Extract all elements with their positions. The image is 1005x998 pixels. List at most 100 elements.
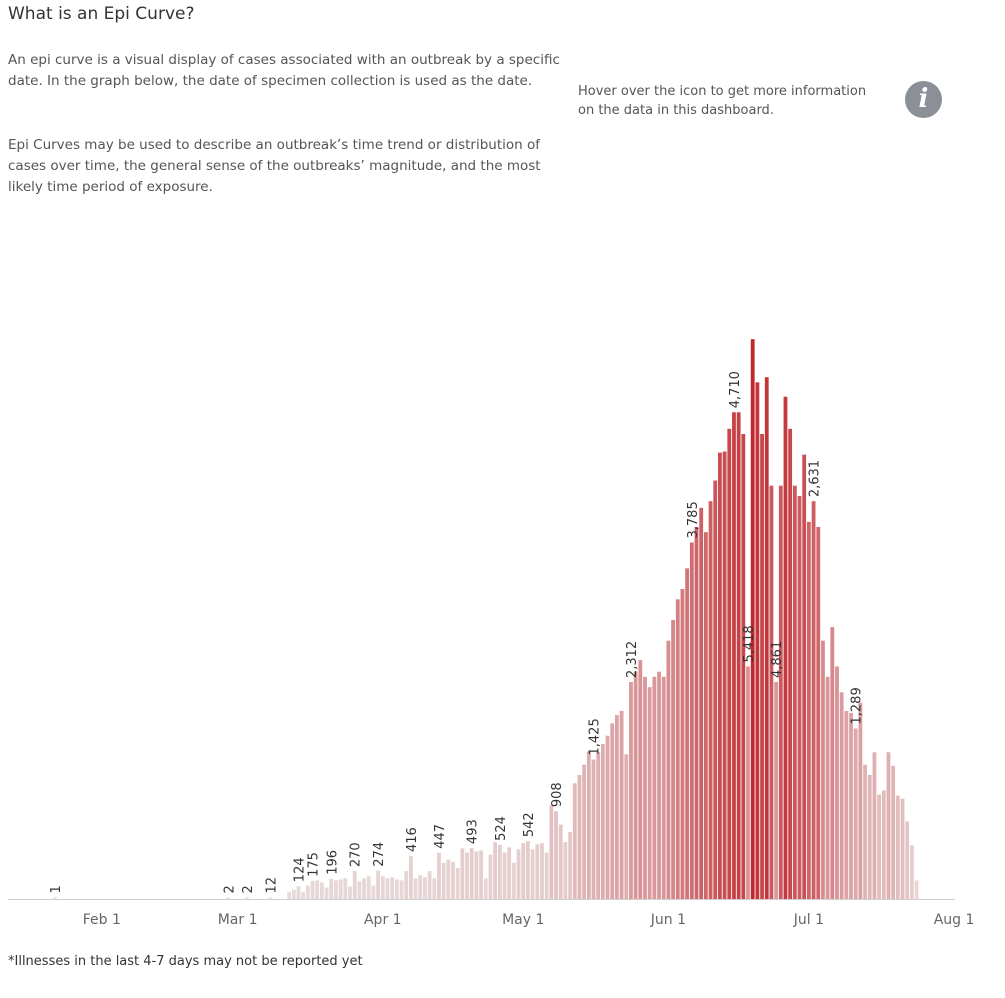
bar[interactable]	[554, 811, 558, 899]
bar[interactable]	[488, 854, 493, 899]
bar[interactable]	[394, 879, 399, 899]
bar[interactable]	[399, 880, 404, 899]
bar[interactable]	[905, 821, 910, 900]
bar[interactable]	[502, 852, 507, 900]
bar[interactable]	[380, 876, 385, 899]
bar[interactable]	[441, 862, 446, 899]
bar[interactable]	[563, 842, 568, 899]
bar[interactable]	[465, 852, 469, 900]
bar[interactable]	[460, 848, 465, 899]
bar[interactable]	[914, 880, 919, 899]
bar[interactable]	[746, 666, 750, 900]
bar[interactable]	[619, 710, 624, 899]
bar[interactable]	[521, 842, 526, 899]
bar[interactable]	[764, 377, 769, 899]
bar[interactable]	[718, 452, 722, 899]
bar[interactable]	[797, 496, 802, 899]
bar[interactable]	[825, 676, 830, 899]
bar[interactable]	[287, 891, 292, 899]
bar[interactable]	[736, 412, 741, 899]
bar[interactable]	[661, 676, 666, 899]
bar[interactable]	[783, 396, 788, 899]
bar[interactable]	[774, 682, 779, 899]
bar[interactable]	[816, 527, 821, 899]
bar[interactable]	[877, 794, 882, 899]
bar[interactable]	[511, 862, 516, 899]
bar[interactable]	[320, 882, 324, 899]
bar[interactable]	[558, 824, 563, 899]
bar[interactable]	[301, 891, 306, 899]
bar[interactable]	[839, 692, 844, 899]
bar[interactable]	[296, 886, 301, 899]
bar[interactable]	[591, 759, 596, 900]
bar[interactable]	[343, 878, 348, 899]
bar[interactable]	[694, 527, 699, 899]
bar[interactable]	[703, 532, 708, 899]
bar[interactable]	[671, 620, 675, 899]
bar[interactable]	[849, 713, 853, 899]
bar[interactable]	[732, 412, 736, 899]
bar[interactable]	[652, 676, 657, 899]
bar[interactable]	[329, 878, 334, 899]
bar[interactable]	[540, 843, 544, 899]
bar[interactable]	[886, 752, 891, 899]
bar[interactable]	[352, 871, 357, 899]
bar[interactable]	[507, 847, 512, 899]
bar[interactable]	[858, 702, 863, 899]
bar[interactable]	[357, 881, 362, 899]
bar[interactable]	[390, 877, 395, 899]
bar[interactable]	[872, 752, 877, 899]
bar[interactable]	[629, 682, 633, 899]
bar[interactable]	[451, 861, 455, 899]
bar[interactable]	[483, 878, 488, 899]
bar[interactable]	[362, 878, 366, 899]
bar[interactable]	[769, 485, 774, 899]
bar[interactable]	[582, 764, 587, 899]
bar[interactable]	[493, 842, 498, 899]
bar[interactable]	[418, 875, 423, 899]
bar[interactable]	[348, 886, 352, 899]
bar[interactable]	[497, 844, 502, 899]
bar[interactable]	[835, 666, 839, 900]
bar[interactable]	[338, 879, 343, 899]
bar[interactable]	[689, 542, 694, 900]
bar[interactable]	[615, 715, 619, 899]
bar[interactable]	[895, 795, 900, 899]
bar[interactable]	[699, 507, 704, 899]
bar[interactable]	[408, 856, 413, 899]
bar[interactable]	[713, 480, 718, 900]
bar[interactable]	[305, 885, 310, 899]
bar[interactable]	[334, 880, 338, 899]
bar[interactable]	[867, 775, 872, 899]
bar[interactable]	[516, 849, 521, 899]
bar[interactable]	[811, 501, 816, 899]
bar[interactable]	[830, 627, 835, 899]
bar[interactable]	[900, 798, 905, 899]
bar[interactable]	[788, 428, 793, 899]
bar[interactable]	[853, 728, 858, 900]
bar[interactable]	[324, 887, 329, 899]
bar[interactable]	[577, 775, 582, 899]
bar[interactable]	[844, 710, 849, 899]
bar[interactable]	[685, 568, 690, 899]
bar[interactable]	[633, 671, 638, 899]
bar[interactable]	[530, 849, 535, 899]
bar[interactable]	[432, 878, 437, 899]
bar[interactable]	[727, 428, 732, 899]
bar[interactable]	[427, 871, 432, 899]
bar[interactable]	[750, 339, 755, 899]
bar[interactable]	[549, 805, 554, 899]
bar[interactable]	[675, 599, 680, 899]
info-icon[interactable]: i	[905, 81, 942, 118]
bar[interactable]	[268, 897, 273, 900]
bar[interactable]	[600, 744, 605, 899]
bar[interactable]	[806, 521, 811, 899]
bar[interactable]	[385, 878, 390, 899]
bar[interactable]	[647, 687, 652, 899]
bar[interactable]	[741, 434, 746, 899]
bar[interactable]	[423, 877, 427, 899]
bar[interactable]	[802, 454, 807, 899]
bar[interactable]	[469, 848, 474, 899]
bar[interactable]	[245, 897, 249, 900]
bar[interactable]	[666, 640, 671, 899]
